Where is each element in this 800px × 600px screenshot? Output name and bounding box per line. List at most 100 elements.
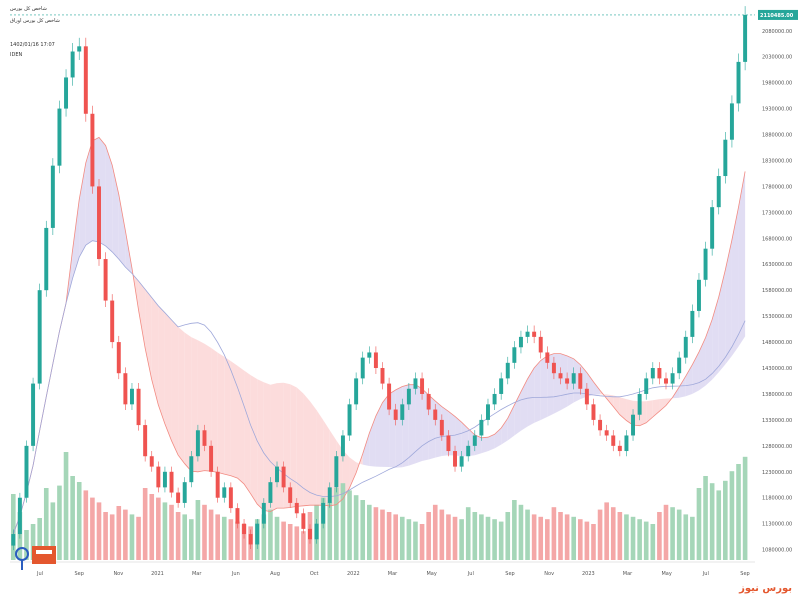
y-tick-label: 1080000.00 (762, 548, 792, 554)
volume-bar (406, 519, 412, 560)
candle-body (617, 445, 622, 452)
candle-body (479, 419, 484, 436)
y-tick-label: 1930000.00 (762, 107, 792, 113)
cloud-segment (145, 289, 152, 380)
volume-bar (630, 516, 636, 560)
volume-bar (123, 509, 128, 560)
x-tick-label: 2022 (347, 571, 360, 577)
volume-bar (432, 504, 438, 560)
y-tick-label: 1830000.00 (762, 158, 792, 164)
volume-bar (485, 516, 491, 560)
cloud-segment (534, 360, 541, 423)
volume-bar (116, 506, 122, 560)
candle-body (156, 466, 161, 488)
x-tick-label: Nov (544, 571, 554, 577)
volume-bar (577, 519, 583, 560)
cloud-segment (138, 281, 146, 349)
x-tick-label: May (426, 571, 436, 577)
volume-bar (624, 514, 629, 560)
cloud-segment (164, 312, 172, 441)
candle-body (314, 523, 319, 540)
volume-bar (690, 516, 695, 560)
last-price-badge (758, 9, 798, 20)
volume-bar (604, 502, 609, 560)
y-tick-label: 1480000.00 (762, 340, 792, 346)
volume-bar (452, 516, 458, 560)
candle-body (578, 373, 583, 389)
candle-body (195, 430, 200, 457)
candle-body (558, 373, 563, 379)
volume-bar (327, 502, 333, 560)
cloud-segment (230, 361, 238, 479)
candle-body (644, 378, 649, 394)
cloud-segment (263, 382, 271, 512)
volume-bar (584, 521, 590, 560)
volume-bar (643, 521, 649, 560)
volume-bar (162, 502, 168, 560)
cloud-segment (184, 332, 192, 472)
candle-body (97, 186, 101, 260)
candle-body (743, 14, 748, 62)
candle-body (545, 352, 550, 363)
volume-bar (716, 490, 722, 560)
candle-body (275, 466, 279, 483)
volume-bar (50, 502, 56, 560)
x-tick-label: Mar (623, 571, 633, 577)
x-tick-label: Jun (231, 571, 240, 577)
candle-body (162, 471, 167, 488)
candle-body (598, 419, 603, 431)
y-tick-label: 1280000.00 (762, 444, 792, 450)
volume-bar (169, 504, 174, 560)
volume-bar (426, 512, 431, 560)
cloud-segment (105, 145, 113, 252)
volume-bar (591, 524, 596, 560)
candle-body (538, 336, 543, 353)
volume-bar (709, 483, 715, 560)
volume-bar (182, 514, 188, 560)
cloud-segment (349, 457, 357, 488)
volume-bar (498, 521, 504, 560)
candle-body (31, 383, 36, 446)
volume-bar (235, 521, 240, 560)
volume-bar (221, 516, 227, 560)
volume-bar (301, 531, 306, 560)
candle-body (255, 523, 260, 545)
candle-body (90, 113, 95, 187)
cloud-segment (646, 400, 653, 423)
candle-body (228, 487, 233, 509)
candle-body (77, 46, 82, 52)
candle-body (710, 207, 715, 249)
candle-body (459, 456, 464, 467)
volume-bar (76, 482, 82, 560)
volume-bar (109, 514, 115, 560)
x-tick-label: Sep (505, 571, 514, 577)
candle-body (136, 388, 141, 426)
volume-bar (571, 516, 577, 560)
cloud-segment (613, 395, 620, 415)
candle-body (400, 404, 405, 420)
cloud-segment (718, 270, 726, 373)
candle-body (716, 176, 721, 208)
cloud-segment (455, 416, 462, 457)
volume-bar (149, 494, 155, 560)
volume-bar (156, 497, 161, 560)
candle-body (44, 227, 49, 291)
candle-body (518, 336, 523, 348)
volume-bar (512, 500, 517, 560)
volume-bar (439, 509, 445, 560)
volume-bar (413, 521, 418, 560)
volume-bar (10, 494, 16, 560)
candle-body (215, 471, 220, 498)
cloud-segment (323, 420, 330, 506)
cloud-segment (118, 194, 126, 268)
x-tick-label: Oct (310, 571, 319, 577)
candle-body (261, 502, 266, 524)
cloud-segment (573, 358, 581, 403)
cloud-segment (303, 393, 310, 506)
volume-bar (287, 524, 293, 560)
volume-bar (215, 514, 220, 560)
volume-bar (419, 524, 425, 560)
candle-body (439, 419, 444, 436)
candle-body (433, 409, 438, 420)
candle-body (723, 139, 728, 177)
